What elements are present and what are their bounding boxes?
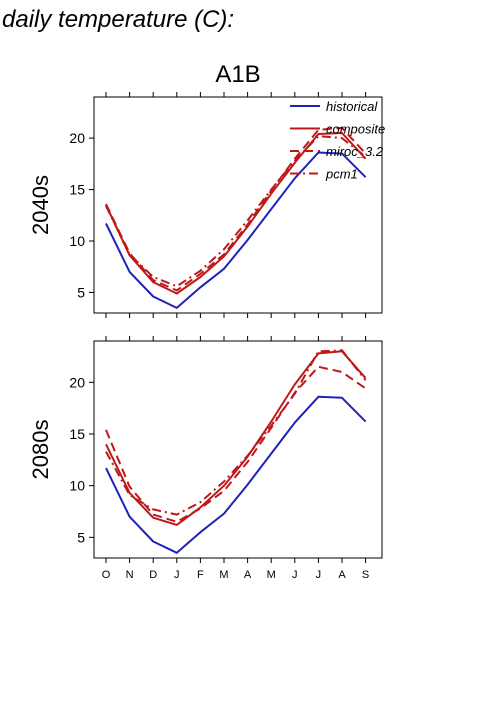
y-axis-label: 2080s [28,420,53,480]
y-tick-label: 20 [69,130,85,146]
y-tick-label: 10 [69,233,85,249]
y-tick-label: 10 [69,478,85,494]
x-tick-label: A [338,569,346,581]
y-axis-label: 2040s [28,175,53,235]
series-line-historical [105,151,367,309]
series-line-composite [105,132,367,295]
panel-2040s: 5 10 15 20 2040s [28,92,383,318]
series-line-miroc-3-2 [105,365,367,523]
x-tick-label: N [126,569,134,581]
x-tick-label: D [149,569,157,581]
y-tick-label: 5 [77,529,85,545]
legend: historical composite miroc_3.2 pcm1 [290,99,385,182]
plot-frame [93,340,383,559]
page-title: daily temperature (C): [2,6,234,33]
series-line-composite [105,350,367,526]
x-tick-label: O [102,569,111,581]
x-tick-label: A [244,569,252,581]
legend-label: historical [326,99,378,114]
x-tick-label: J [292,569,298,581]
scenario-title: A1B [215,61,260,88]
x-tick-label: M [267,569,276,581]
x-tick-label: M [219,569,228,581]
panel-2080s: 5 10 15 20 O N D J F M A M J J A S 2080s [28,336,383,581]
plot-frame [93,96,383,314]
legend-label: composite [326,122,385,137]
x-tick-label: S [362,569,369,581]
y-tick-label: 20 [69,374,85,390]
x-tick-label: J [316,569,322,581]
series-line-pcm1 [105,135,367,288]
x-tick-label: F [197,569,204,581]
legend-label: miroc_3.2 [326,144,384,159]
y-tick-label: 5 [77,284,85,300]
series-line-historical [105,395,367,554]
x-tick-label: J [174,569,180,581]
y-tick-label: 15 [69,182,85,198]
legend-label: pcm1 [325,167,358,182]
series-line-pcm1 [105,349,367,516]
y-tick-label: 15 [69,426,85,442]
series-line-miroc-3-2 [105,126,367,292]
